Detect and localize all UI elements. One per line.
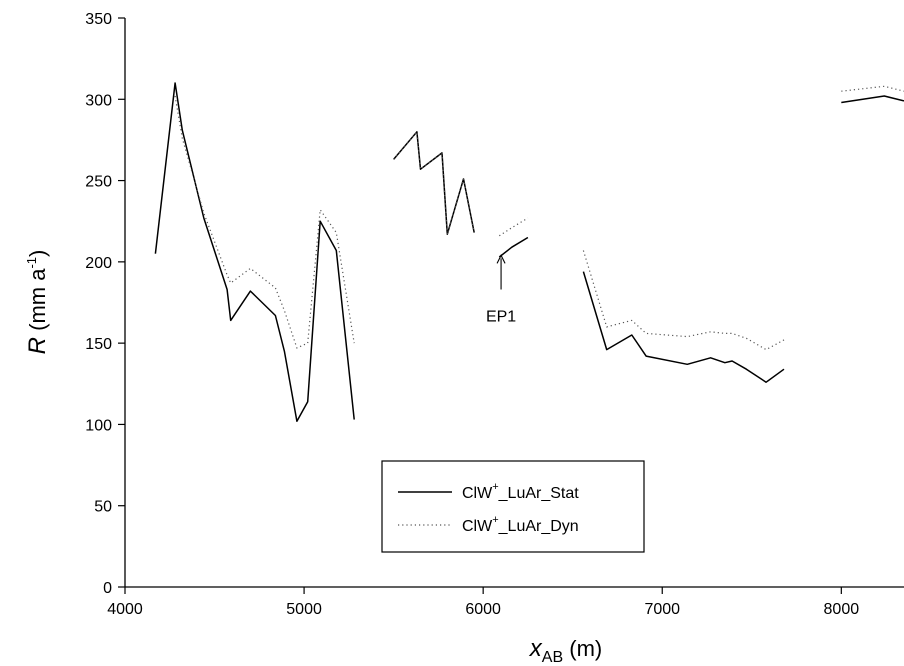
x-tick-label: 5000 [286, 601, 322, 618]
y-ticks: 0 50 100 150 200 250 300 350 [85, 11, 125, 597]
series-line-segment [154, 82, 355, 422]
y-tick-label: 50 [94, 499, 112, 516]
series-dyn [174, 85, 904, 351]
y-tick-label: 250 [85, 174, 112, 191]
y-tick-label: 350 [85, 11, 112, 28]
x-axis-var: x [529, 635, 543, 662]
legend: ClW+_LuAr_Stat ClW+_LuAr_Dyn [381, 460, 645, 553]
legend-dyn-sup: + [492, 514, 498, 526]
y-axis-title: R (mm a-1) [24, 250, 51, 355]
x-axis-title: xAB (m) [529, 635, 602, 666]
legend-dyn-base: ClW [462, 518, 493, 535]
series-line-segment [498, 217, 529, 237]
x-axis-sub: AB [542, 649, 563, 666]
legend-stat-sup: + [492, 481, 498, 493]
x-tick-label: 4000 [107, 601, 143, 618]
annotation-label-ep1: EP1 [486, 309, 516, 326]
y-tick-label: 150 [85, 336, 112, 353]
y-axis-var: R [24, 337, 51, 354]
x-tick-label: 7000 [644, 601, 680, 618]
legend-stat-rest: _LuAr_Stat [498, 485, 580, 502]
series-line-segment [582, 271, 785, 383]
annotation-arrow-head [496, 254, 506, 264]
series-line-segment [582, 250, 785, 351]
series-layer [154, 82, 904, 422]
y-axis-unit-sup: -1 [24, 257, 39, 269]
legend-label-dyn: ClW+_LuAr_Dyn [462, 514, 579, 535]
x-tick-label: 8000 [824, 601, 860, 618]
y-axis-unit-pre: (mm a [25, 268, 50, 337]
series-line-segment [393, 131, 475, 235]
legend-dyn-rest: _LuAr_Dyn [498, 518, 579, 535]
series-line-segment [841, 85, 904, 92]
plot-area [124, 18, 904, 588]
y-tick-label: 100 [85, 417, 112, 434]
legend-label-stat: ClW+_LuAr_Stat [462, 481, 579, 502]
series-stat [154, 82, 904, 422]
x-ticks: 4000 5000 6000 7000 8000 [107, 587, 859, 618]
y-tick-label: 0 [103, 580, 112, 597]
series-line-segment [841, 95, 904, 104]
x-tick-label: 6000 [465, 601, 501, 618]
y-tick-label: 200 [85, 255, 112, 272]
series-line-segment [498, 236, 529, 258]
annotation-layer: EP1 [486, 254, 516, 326]
series-line-segment [174, 95, 355, 349]
legend-box [381, 460, 645, 553]
y-axis-unit-post: ) [25, 250, 50, 257]
y-tick-label: 300 [85, 92, 112, 109]
x-axis-unit: (m) [563, 636, 602, 661]
legend-stat-base: ClW [462, 485, 493, 502]
